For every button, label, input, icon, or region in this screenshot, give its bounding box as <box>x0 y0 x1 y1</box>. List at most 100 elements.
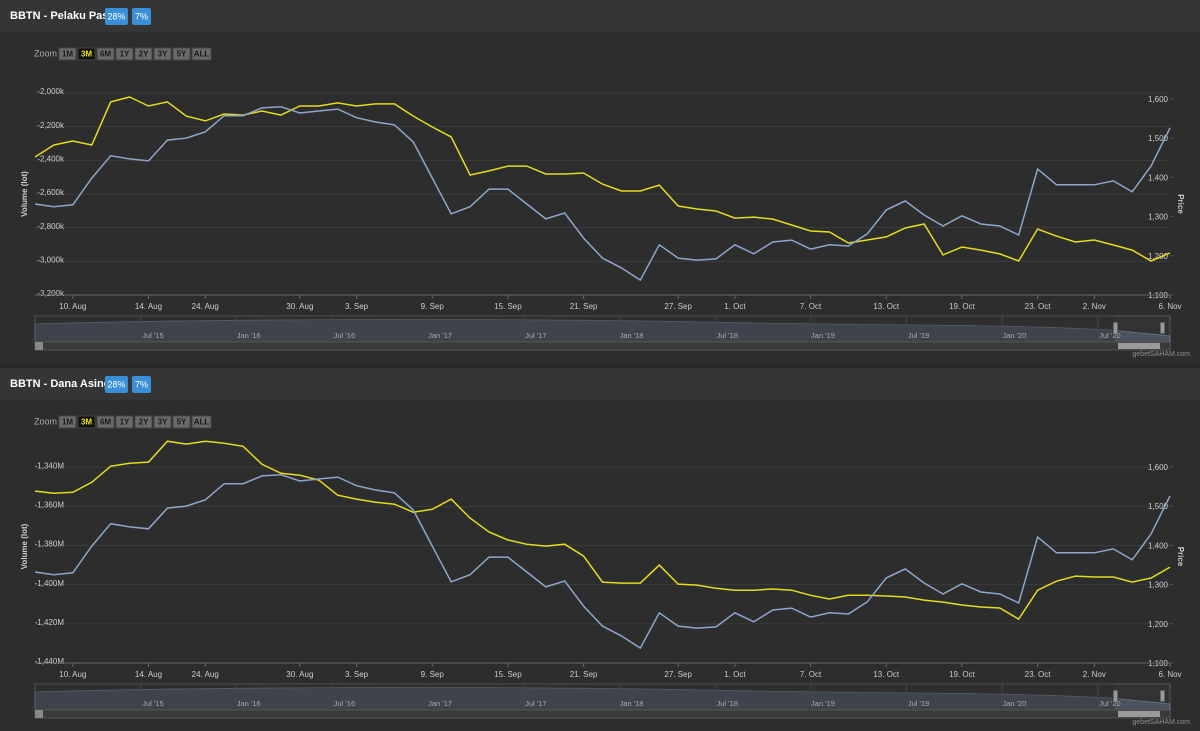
x-tick-label: 2. Nov <box>1083 670 1106 679</box>
x-tick-label: 10. Aug <box>59 302 86 311</box>
navigator-label: Jan '17 <box>428 699 452 708</box>
zoom-button-bg[interactable] <box>96 47 115 61</box>
zoom-button[interactable]: 3M <box>77 47 96 61</box>
zoom-button[interactable]: 6M <box>96 415 115 429</box>
zoom-button-label[interactable]: 5Y <box>177 418 187 427</box>
zoom-button[interactable]: 1M <box>58 415 77 429</box>
zoom-button-label[interactable]: ALL <box>194 50 210 59</box>
zoom-button-label[interactable]: 3M <box>81 50 92 59</box>
panel-header <box>0 0 1200 32</box>
zoom-button-bg[interactable] <box>115 47 134 61</box>
panel-title: BBTN - Dana Asing <box>10 378 110 390</box>
badge-label: 7% <box>135 11 148 21</box>
scrollbar-left[interactable] <box>35 342 43 350</box>
x-tick-label: 6. Nov <box>1158 670 1181 679</box>
zoom-button-label[interactable]: 3M <box>81 418 92 427</box>
zoom-button-label[interactable]: 6M <box>100 418 111 427</box>
series-line <box>34 96 1171 262</box>
x-tick-label: 24. Aug <box>192 302 219 311</box>
zoom-button-label[interactable]: 5Y <box>177 50 187 59</box>
x-tick-label: 10. Aug <box>59 670 86 679</box>
navigator-label: Jan '16 <box>237 699 261 708</box>
y-tick-label: -1,360M <box>35 500 65 509</box>
navigator-label: Jan '17 <box>428 331 452 340</box>
zoom-button-bg[interactable] <box>153 47 172 61</box>
scrollbar-thumb[interactable] <box>1118 711 1160 717</box>
y2-tick-label: 1,100 <box>1148 291 1169 300</box>
zoom-button[interactable]: 1Y <box>115 47 134 61</box>
x-tick-label: 27. Sep <box>664 302 692 311</box>
navigator-label: Jul '19 <box>908 331 929 340</box>
zoom-button-bg[interactable] <box>77 47 96 61</box>
zoom-button[interactable]: 3Y <box>153 47 172 61</box>
navigator-handle[interactable] <box>1159 689 1166 703</box>
y-tick-label: -1,400M <box>35 579 65 588</box>
x-tick-label: 1. Oct <box>724 670 746 679</box>
y-tick-label: -3,000k <box>37 255 65 264</box>
badge-label: 7% <box>135 379 148 389</box>
y2-tick-label: 1,400 <box>1148 173 1169 182</box>
zoom-button-bg[interactable] <box>191 47 212 61</box>
zoom-button-label[interactable]: 1M <box>62 418 73 427</box>
zoom-button-bg[interactable] <box>77 415 96 429</box>
navigator-handle[interactable] <box>1112 321 1119 335</box>
x-tick-label: 13. Oct <box>873 302 900 311</box>
navigator-area <box>34 319 1171 343</box>
x-tick-label: 15. Sep <box>494 302 522 311</box>
zoom-button[interactable]: ALL <box>191 415 212 429</box>
zoom-label: Zoom <box>34 416 57 426</box>
zoom-button-label[interactable]: 3Y <box>158 50 168 59</box>
panel-title: BBTN - Pelaku Pasar <box>10 10 120 22</box>
zoom-button-bg[interactable] <box>115 415 134 429</box>
scrollbar[interactable] <box>34 709 1171 719</box>
zoom-button-bg[interactable] <box>58 415 77 429</box>
zoom-button-bg[interactable] <box>172 47 191 61</box>
zoom-button-bg[interactable] <box>134 415 153 429</box>
zoom-button[interactable]: 3Y <box>153 415 172 429</box>
zoom-button-bg[interactable] <box>58 47 77 61</box>
scrollbar[interactable] <box>34 341 1171 351</box>
scrollbar-thumb[interactable] <box>1118 343 1160 349</box>
navigator-handle[interactable] <box>1159 321 1166 335</box>
zoom-button-label[interactable]: 1Y <box>120 418 130 427</box>
credit: gebetSAHAM.com <box>1132 351 1190 358</box>
y-tick-label: -2,600k <box>37 188 65 197</box>
zoom-button[interactable]: 2Y <box>134 415 153 429</box>
x-tick-label: 30. Aug <box>286 670 313 679</box>
zoom-button-bg[interactable] <box>134 47 153 61</box>
series-line <box>34 473 1171 650</box>
navigator-label: Jan '18 <box>620 331 644 340</box>
zoom-button-label[interactable]: 6M <box>100 50 111 59</box>
zoom-button-label[interactable]: ALL <box>194 418 210 427</box>
zoom-button-label[interactable]: 1M <box>62 50 73 59</box>
zoom-button[interactable]: 1M <box>58 47 77 61</box>
y2-tick-label: 1,100 <box>1148 659 1169 668</box>
zoom-button[interactable]: 5Y <box>172 47 191 61</box>
zoom-button[interactable]: 2Y <box>134 47 153 61</box>
navigator-label: Jul '18 <box>716 331 737 340</box>
zoom-button-label[interactable]: 3Y <box>158 418 168 427</box>
navigator-mask <box>35 316 1115 342</box>
zoom-button-label[interactable]: 2Y <box>139 50 149 59</box>
zoom-button[interactable]: 6M <box>96 47 115 61</box>
zoom-button[interactable]: 3M <box>77 415 96 429</box>
y2-tick-label: 1,200 <box>1148 252 1169 261</box>
navigator-label: Jul '18 <box>716 699 737 708</box>
y-tick-label: -1,340M <box>35 461 65 470</box>
zoom-button[interactable]: 1Y <box>115 415 134 429</box>
zoom-button-label[interactable]: 2Y <box>139 418 149 427</box>
navigator-label: Jul '16 <box>334 331 355 340</box>
zoom-button-label[interactable]: 1Y <box>120 50 130 59</box>
zoom-button-bg[interactable] <box>172 415 191 429</box>
zoom-button[interactable]: 5Y <box>172 415 191 429</box>
zoom-button-bg[interactable] <box>96 415 115 429</box>
zoom-button-bg[interactable] <box>191 415 212 429</box>
zoom-button-bg[interactable] <box>153 415 172 429</box>
navigator-handle[interactable] <box>1112 689 1119 703</box>
zoom-button[interactable]: ALL <box>191 47 212 61</box>
x-tick-label: 19. Oct <box>949 670 976 679</box>
scrollbar-left[interactable] <box>35 710 43 718</box>
y-axis-title: Volume (lot) <box>20 523 29 569</box>
x-tick-label: 13. Oct <box>873 670 900 679</box>
